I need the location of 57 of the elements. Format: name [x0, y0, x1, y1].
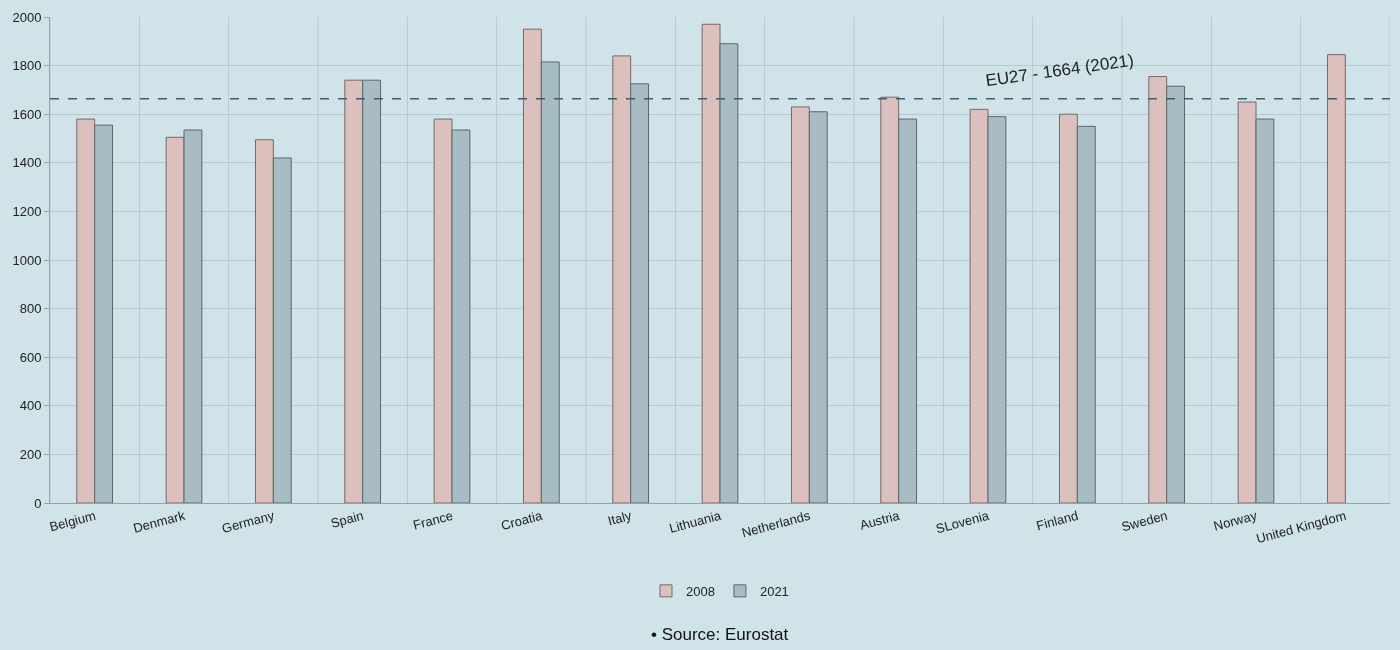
bar	[1255, 118, 1275, 503]
x-tick-label: SLovenia	[934, 507, 992, 537]
x-tick-label: Lithuania	[667, 507, 724, 536]
bar	[362, 79, 382, 503]
bar	[94, 124, 114, 503]
bar	[1076, 125, 1096, 503]
bar	[433, 118, 453, 503]
x-tick-label: Croatia	[499, 507, 545, 534]
bar	[165, 136, 185, 503]
x-tick-label: Finland	[1034, 507, 1080, 534]
x-tick-label: Sweden	[1119, 507, 1170, 535]
bar	[76, 118, 96, 503]
x-tick-label: Denmark	[131, 507, 187, 536]
ref-line-label: EU27 - 1664 (2021)	[984, 50, 1135, 91]
y-tick-label: 400	[19, 398, 42, 414]
x-tick-label: Belgium	[47, 507, 98, 535]
bar	[630, 83, 650, 503]
text: • Source: Eurostat	[651, 625, 789, 644]
x-tick-label: Austria	[858, 507, 902, 533]
bar	[1058, 113, 1078, 503]
bar	[1237, 101, 1257, 503]
legend-label: 2008	[686, 583, 715, 599]
x-tick-label: Norway	[1212, 507, 1259, 534]
y-tick-label: 200	[19, 446, 42, 462]
bar	[522, 28, 542, 503]
y-tick-label: 800	[19, 301, 42, 317]
y-tick-label: 1000	[12, 252, 42, 268]
bar	[254, 139, 274, 503]
bar	[1148, 76, 1168, 503]
bar	[183, 129, 203, 503]
bar	[272, 157, 292, 503]
y-tick-label: 600	[19, 349, 42, 365]
bar	[808, 111, 828, 503]
x-tick-label: Germany	[220, 507, 277, 537]
bar	[344, 79, 364, 503]
bar	[790, 106, 810, 503]
y-tick-label: 1400	[12, 155, 42, 171]
bar	[1166, 85, 1186, 503]
x-tick-label: Italy	[606, 507, 634, 529]
bar	[969, 108, 989, 503]
bar	[1326, 54, 1346, 503]
bar	[540, 61, 560, 503]
bar	[451, 129, 471, 503]
legend-label: 2021	[759, 583, 789, 599]
bar	[880, 96, 900, 503]
y-tick-label: 2000	[12, 9, 42, 25]
y-tick-label: 1600	[12, 106, 42, 122]
y-tick-label: 1800	[12, 58, 42, 74]
bar	[987, 116, 1007, 503]
bar	[719, 43, 739, 503]
bar	[612, 55, 632, 503]
bar	[701, 23, 721, 503]
x-tick-label: France	[411, 507, 455, 533]
y-tick-label: 0	[34, 495, 42, 511]
bar	[898, 118, 918, 503]
y-tick-label: 1200	[12, 203, 42, 219]
x-tick-label: Spain	[329, 507, 366, 531]
